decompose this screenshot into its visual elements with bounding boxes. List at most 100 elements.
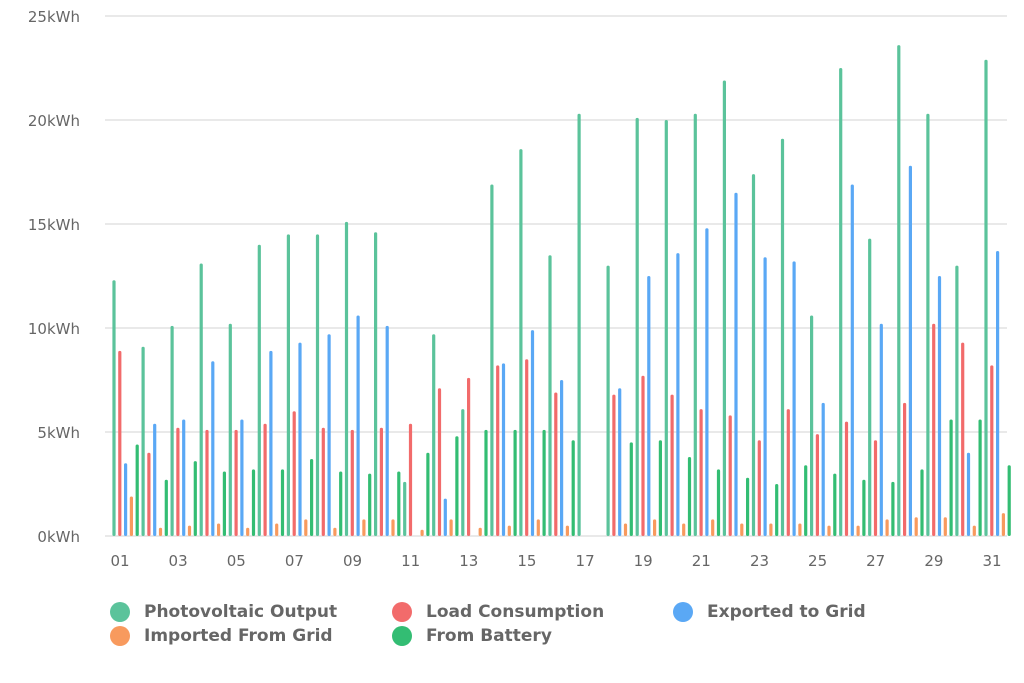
bar-from-battery-07[interactable] xyxy=(310,459,314,536)
bar-from-battery-01[interactable] xyxy=(135,444,139,537)
bar-imported-from-grid-23[interactable] xyxy=(769,523,773,537)
bar-load-consumption-25[interactable] xyxy=(815,434,819,536)
bar-photovoltaic-output-11[interactable] xyxy=(403,481,407,536)
bar-load-consumption-12[interactable] xyxy=(437,388,442,536)
bar-from-battery-31[interactable] xyxy=(1007,465,1011,536)
bar-from-battery-03[interactable] xyxy=(193,461,197,536)
bar-exported-to-grid-25[interactable] xyxy=(821,402,825,536)
bar-imported-from-grid-16[interactable] xyxy=(565,525,569,536)
bar-load-consumption-29[interactable] xyxy=(932,323,936,536)
bar-load-consumption-20[interactable] xyxy=(670,394,674,536)
bar-photovoltaic-output-25[interactable] xyxy=(810,315,814,537)
bar-from-battery-19[interactable] xyxy=(658,440,662,536)
bar-photovoltaic-output-22[interactable] xyxy=(722,80,726,537)
bar-exported-to-grid-30[interactable] xyxy=(966,452,971,536)
bar-exported-to-grid-02[interactable] xyxy=(153,423,157,536)
bar-imported-from-grid-05[interactable] xyxy=(246,527,250,536)
bar-imported-from-grid-22[interactable] xyxy=(740,523,744,537)
bar-photovoltaic-output-17[interactable] xyxy=(577,113,581,537)
bar-imported-from-grid-13[interactable] xyxy=(478,527,482,536)
bar-photovoltaic-output-28[interactable] xyxy=(897,45,901,536)
bar-imported-from-grid-27[interactable] xyxy=(885,519,889,536)
bar-exported-to-grid-29[interactable] xyxy=(937,276,942,536)
bar-photovoltaic-output-26[interactable] xyxy=(839,68,843,536)
bar-imported-from-grid-15[interactable] xyxy=(536,519,540,536)
bar-load-consumption-06[interactable] xyxy=(263,423,267,536)
bar-imported-from-grid-29[interactable] xyxy=(943,517,947,536)
bar-exported-to-grid-16[interactable] xyxy=(560,380,564,536)
bar-exported-to-grid-08[interactable] xyxy=(327,334,331,536)
bar-exported-to-grid-19[interactable] xyxy=(647,276,651,536)
bar-photovoltaic-output-19[interactable] xyxy=(635,117,639,537)
bar-photovoltaic-output-08[interactable] xyxy=(315,234,320,536)
bar-photovoltaic-output-04[interactable] xyxy=(199,263,203,537)
bar-imported-from-grid-01[interactable] xyxy=(129,496,133,537)
bar-imported-from-grid-10[interactable] xyxy=(391,519,395,536)
bar-imported-from-grid-12[interactable] xyxy=(449,519,453,536)
bar-exported-to-grid-27[interactable] xyxy=(879,323,883,536)
bar-from-battery-12[interactable] xyxy=(455,436,459,536)
bar-load-consumption-10[interactable] xyxy=(379,427,383,536)
bar-exported-to-grid-03[interactable] xyxy=(182,419,186,537)
bar-exported-to-grid-01[interactable] xyxy=(124,463,128,536)
bar-exported-to-grid-22[interactable] xyxy=(734,192,738,537)
bar-from-battery-24[interactable] xyxy=(804,465,808,536)
bar-photovoltaic-output-03[interactable] xyxy=(170,325,174,536)
bar-exported-to-grid-15[interactable] xyxy=(530,330,535,536)
bar-from-battery-29[interactable] xyxy=(949,419,953,537)
bar-load-consumption-27[interactable] xyxy=(873,440,878,536)
bar-exported-to-grid-23[interactable] xyxy=(763,257,767,536)
bar-imported-from-grid-19[interactable] xyxy=(653,519,657,536)
bar-imported-from-grid-11[interactable] xyxy=(420,529,424,536)
bar-photovoltaic-output-20[interactable] xyxy=(664,120,668,536)
bar-load-consumption-04[interactable] xyxy=(205,429,209,536)
bar-photovoltaic-output-02[interactable] xyxy=(141,346,145,536)
bar-load-consumption-11[interactable] xyxy=(408,423,413,536)
bar-from-battery-11[interactable] xyxy=(426,452,430,536)
bar-imported-from-grid-02[interactable] xyxy=(158,527,163,536)
bar-exported-to-grid-04[interactable] xyxy=(211,361,215,536)
bar-from-battery-10[interactable] xyxy=(397,471,401,537)
bar-from-battery-22[interactable] xyxy=(746,477,750,536)
bar-from-battery-28[interactable] xyxy=(920,469,924,536)
bar-load-consumption-13[interactable] xyxy=(467,377,471,536)
bar-from-battery-15[interactable] xyxy=(542,429,546,536)
bar-photovoltaic-output-13[interactable] xyxy=(461,409,465,536)
bar-load-consumption-31[interactable] xyxy=(990,365,994,536)
bar-imported-from-grid-09[interactable] xyxy=(362,519,366,536)
bar-exported-to-grid-24[interactable] xyxy=(792,261,796,536)
bar-photovoltaic-output-31[interactable] xyxy=(984,59,988,536)
bar-from-battery-06[interactable] xyxy=(280,469,285,536)
bar-from-battery-08[interactable] xyxy=(339,471,343,537)
bar-imported-from-grid-20[interactable] xyxy=(682,523,686,537)
bar-imported-from-grid-24[interactable] xyxy=(798,523,802,537)
bar-imported-from-grid-18[interactable] xyxy=(623,523,628,537)
bar-imported-from-grid-30[interactable] xyxy=(972,525,976,536)
bar-exported-to-grid-14[interactable] xyxy=(501,363,506,536)
bar-load-consumption-07[interactable] xyxy=(292,411,296,536)
bar-load-consumption-01[interactable] xyxy=(118,350,122,536)
bar-from-battery-02[interactable] xyxy=(164,479,168,536)
bar-imported-from-grid-31[interactable] xyxy=(1001,513,1005,536)
bar-exported-to-grid-26[interactable] xyxy=(850,184,854,537)
bar-load-consumption-14[interactable] xyxy=(496,365,500,536)
bar-photovoltaic-output-10[interactable] xyxy=(374,232,378,537)
bar-from-battery-23[interactable] xyxy=(775,484,779,536)
bar-load-consumption-08[interactable] xyxy=(321,427,325,536)
bar-photovoltaic-output-01[interactable] xyxy=(112,280,116,536)
bar-from-battery-27[interactable] xyxy=(891,481,895,536)
bar-load-consumption-28[interactable] xyxy=(903,402,907,536)
bar-photovoltaic-output-06[interactable] xyxy=(257,244,261,537)
bar-exported-to-grid-31[interactable] xyxy=(996,251,1000,536)
bar-load-consumption-03[interactable] xyxy=(176,427,180,536)
bar-photovoltaic-output-23[interactable] xyxy=(751,174,756,536)
bar-from-battery-09[interactable] xyxy=(368,473,372,536)
bar-imported-from-grid-21[interactable] xyxy=(711,519,715,536)
bar-load-consumption-18[interactable] xyxy=(612,394,616,536)
legend-item-exported-to-grid[interactable]: Exported to Grid xyxy=(673,602,866,622)
bar-exported-to-grid-05[interactable] xyxy=(240,419,244,537)
bar-load-consumption-22[interactable] xyxy=(728,415,732,536)
bar-exported-to-grid-06[interactable] xyxy=(269,350,273,536)
bar-photovoltaic-output-14[interactable] xyxy=(490,184,494,537)
bar-imported-from-grid-07[interactable] xyxy=(304,519,308,536)
